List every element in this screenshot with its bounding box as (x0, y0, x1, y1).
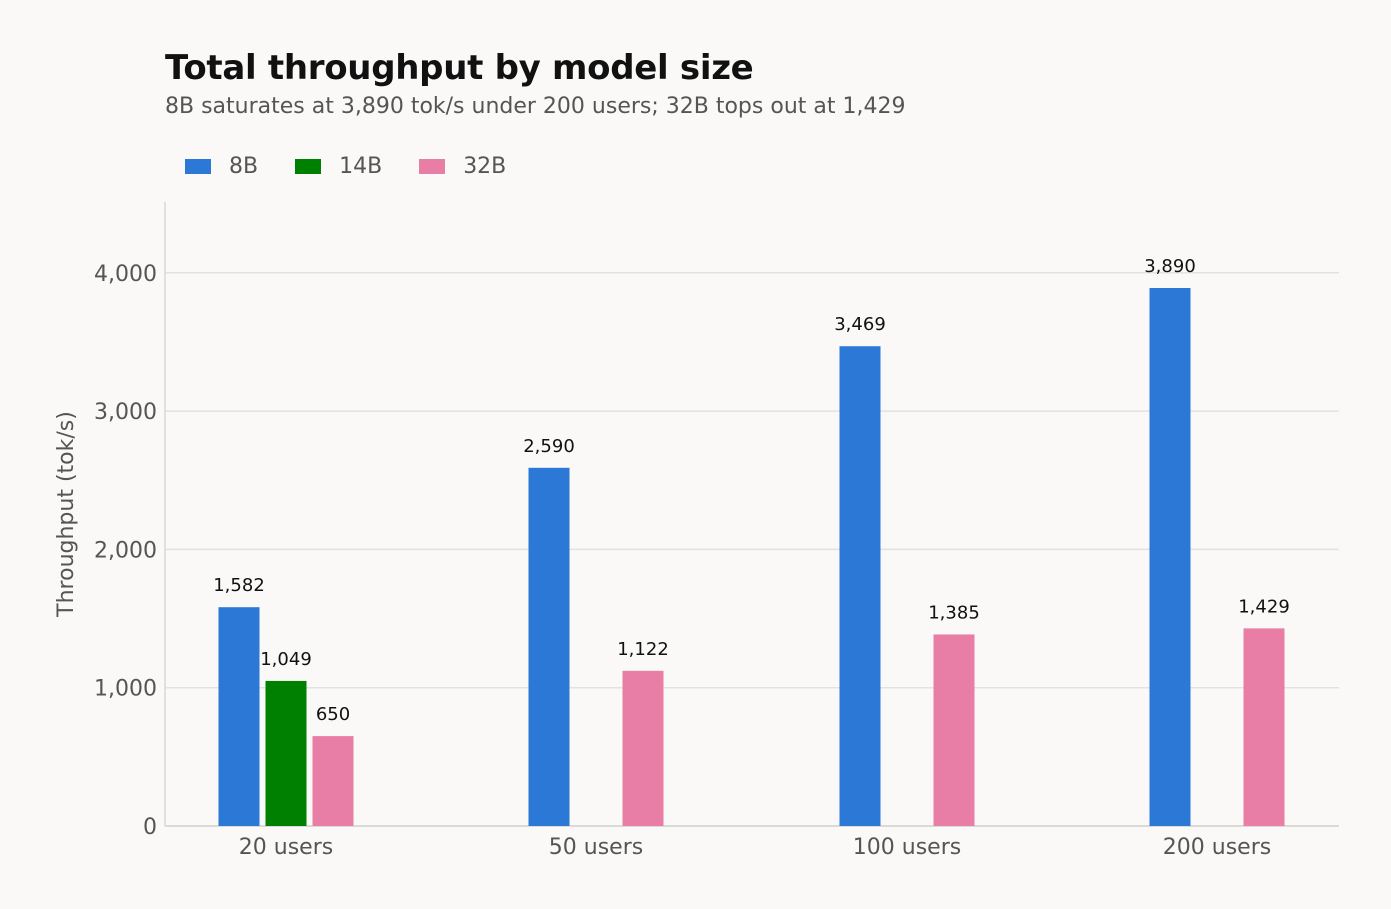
data-label: 1,582 (213, 575, 265, 596)
y-tick-label: 0 (143, 815, 157, 840)
x-category-label: 200 users (1163, 835, 1271, 860)
data-label: 3,469 (834, 314, 886, 335)
x-category-labels: 20 users 50 users 100 users 200 users (239, 835, 1271, 860)
legend-swatch-14b (295, 159, 322, 174)
x-category-label: 20 users (239, 835, 333, 860)
data-label: 650 (316, 704, 350, 725)
legend-item-14b: 14B (295, 154, 382, 179)
data-label: 2,590 (523, 436, 575, 457)
chart-subtitle: 8B saturates at 3,890 tok/s under 200 us… (165, 94, 906, 119)
y-tick-labels: 0 1,000 2,000 3,000 4,000 (94, 262, 157, 840)
x-category-label: 100 users (853, 835, 961, 860)
bar-14b-20-users (265, 680, 307, 826)
bar-8b-200-users (1149, 288, 1191, 826)
legend-label-8b: 8B (229, 154, 259, 179)
y-tick-label: 4,000 (94, 262, 157, 287)
legend-label-14b: 14B (339, 154, 383, 179)
legend-item-32b: 32B (419, 154, 506, 179)
data-label: 3,890 (1144, 256, 1196, 277)
bars (218, 288, 1285, 826)
legend-label-32b: 32B (463, 154, 507, 179)
gridlines (165, 272, 1339, 689)
data-label: 1,429 (1238, 596, 1290, 617)
data-label: 1,385 (928, 602, 980, 623)
bar-8b-50-users (528, 467, 570, 826)
y-tick-label: 2,000 (94, 538, 157, 563)
bar-8b-100-users (839, 346, 881, 826)
bar-32b-200-users (1243, 628, 1285, 826)
data-label: 1,122 (617, 639, 669, 660)
bar-8b-20-users (218, 607, 260, 826)
bar-32b-100-users (933, 634, 975, 826)
data-label: 1,049 (260, 649, 312, 670)
data-labels: 1,582 1,049 650 2,590 1,122 3,469 1,385 3,890 1,… (213, 256, 1290, 725)
y-axis-title: Throughput (tok/s) (54, 411, 79, 618)
legend-swatch-32b (419, 159, 446, 174)
bar-32b-50-users (622, 670, 664, 826)
chart-title: Total throughput by model size (165, 48, 754, 88)
legend-item-8b: 8B (185, 154, 258, 179)
x-category-label: 50 users (549, 835, 643, 860)
y-tick-label: 1,000 (94, 677, 157, 702)
y-tick-label: 3,000 (94, 400, 157, 425)
legend: 8B 14B 32B (185, 154, 543, 179)
legend-swatch-8b (185, 159, 211, 174)
bar-32b-20-users (312, 736, 354, 826)
